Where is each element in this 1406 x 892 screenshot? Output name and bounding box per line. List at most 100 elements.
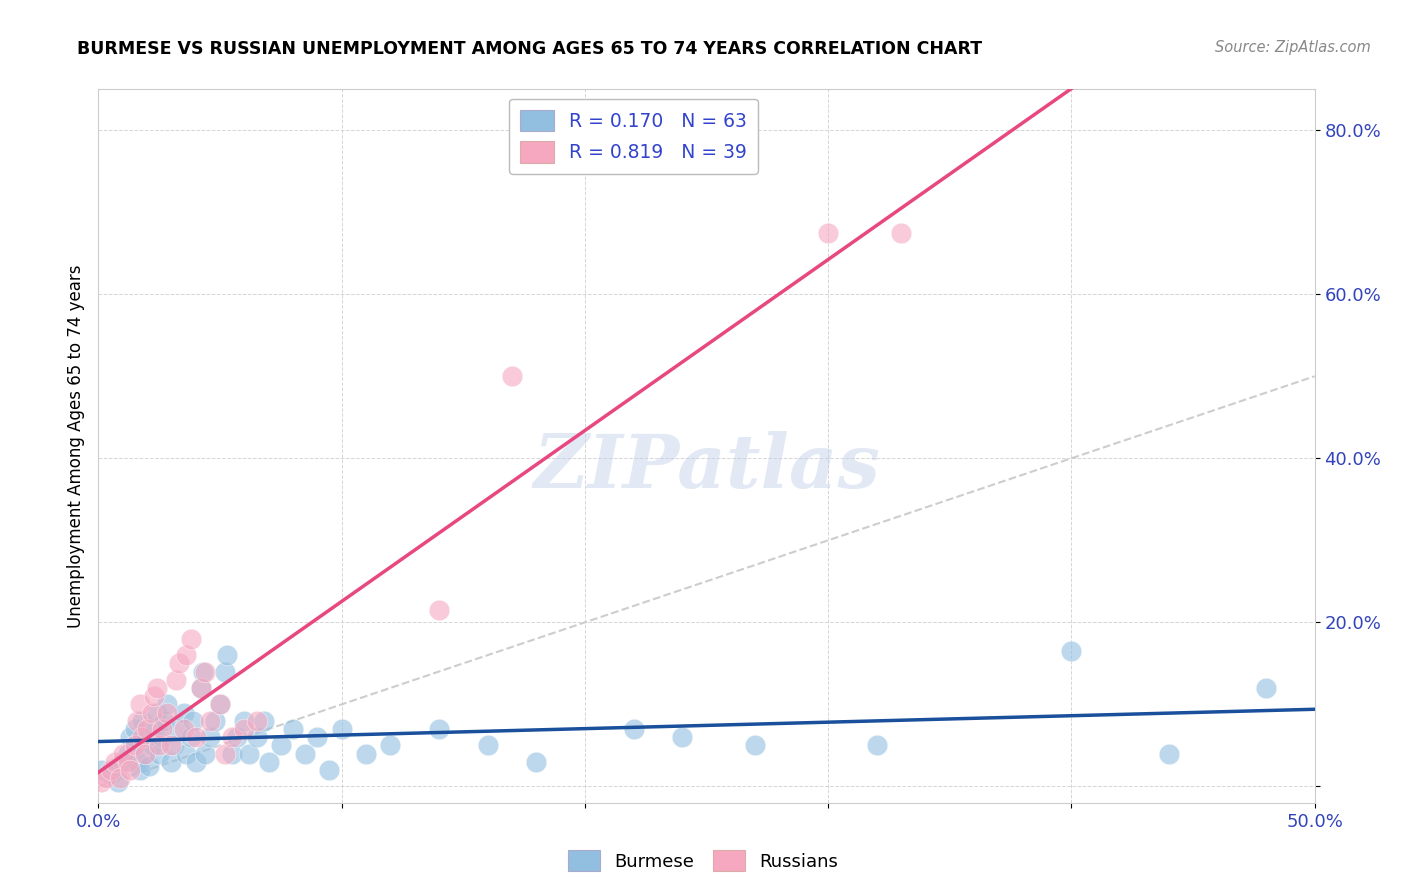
Point <box>90 775 112 789</box>
Point <box>160 755 183 769</box>
Point <box>127 714 149 728</box>
Point <box>134 747 156 761</box>
Point <box>110 771 132 785</box>
Point <box>127 755 149 769</box>
Point <box>160 739 183 753</box>
Point <box>173 706 195 720</box>
Point <box>214 665 236 679</box>
Point <box>214 747 236 761</box>
Point <box>100 763 122 777</box>
Point <box>128 698 150 712</box>
Point <box>150 730 173 744</box>
Point <box>238 747 260 761</box>
Point <box>148 747 170 761</box>
Point <box>524 755 547 769</box>
Point <box>233 722 256 736</box>
Legend: Burmese, Russians: Burmese, Russians <box>561 843 845 879</box>
Point <box>131 714 153 728</box>
Point <box>253 714 276 728</box>
Point <box>118 763 141 777</box>
Point <box>318 763 340 777</box>
Text: BURMESE VS RUSSIAN UNEMPLOYMENT AMONG AGES 65 TO 74 YEARS CORRELATION CHART: BURMESE VS RUSSIAN UNEMPLOYMENT AMONG AG… <box>77 40 983 58</box>
Point <box>134 747 156 761</box>
Point <box>194 665 217 679</box>
Text: ZIPatlas: ZIPatlas <box>533 431 880 504</box>
Point <box>221 730 243 744</box>
Point <box>233 714 256 728</box>
Point <box>184 730 207 744</box>
Point <box>245 714 267 728</box>
Point <box>131 730 153 744</box>
Point <box>107 759 129 773</box>
Point <box>117 755 139 769</box>
Point <box>148 739 170 753</box>
Point <box>180 730 202 744</box>
Point <box>190 681 212 695</box>
Y-axis label: Unemployment Among Ages 65 to 74 years: Unemployment Among Ages 65 to 74 years <box>66 264 84 628</box>
Point <box>477 739 499 753</box>
Point <box>191 665 214 679</box>
Point <box>623 722 645 736</box>
Point <box>128 763 150 777</box>
Point <box>100 767 122 781</box>
Point <box>124 722 146 736</box>
Point <box>270 739 292 753</box>
Legend: R = 0.170   N = 63, R = 0.819   N = 39: R = 0.170 N = 63, R = 0.819 N = 39 <box>509 99 758 174</box>
Point <box>1254 681 1277 695</box>
Point <box>890 226 912 240</box>
Point <box>744 739 766 753</box>
Point <box>136 730 159 744</box>
Point <box>194 747 217 761</box>
Point <box>165 673 187 687</box>
Point <box>307 730 329 744</box>
Point <box>136 722 159 736</box>
Point <box>146 706 169 720</box>
Point <box>217 648 239 662</box>
Point <box>200 714 222 728</box>
Point <box>204 714 226 728</box>
Point <box>107 775 129 789</box>
Point <box>153 714 176 728</box>
Point <box>354 747 377 761</box>
Point <box>294 747 316 761</box>
Point <box>226 730 249 744</box>
Point <box>184 755 207 769</box>
Point <box>245 730 267 744</box>
Point <box>163 739 186 753</box>
Point <box>173 722 195 736</box>
Point <box>174 747 197 761</box>
Point <box>866 739 889 753</box>
Point <box>209 698 232 712</box>
Point <box>167 722 190 736</box>
Point <box>146 681 169 695</box>
Point <box>117 747 139 761</box>
Point <box>817 226 839 240</box>
Point <box>427 603 450 617</box>
Point <box>124 739 146 753</box>
Point <box>174 648 197 662</box>
Point <box>209 698 232 712</box>
Point <box>190 681 212 695</box>
Point <box>150 722 173 736</box>
Point <box>118 730 141 744</box>
Point <box>181 714 204 728</box>
Point <box>104 755 127 769</box>
Point <box>124 739 146 753</box>
Point <box>155 698 177 712</box>
Point <box>167 657 190 671</box>
Point <box>155 706 177 720</box>
Point <box>111 755 134 769</box>
Point <box>501 369 523 384</box>
Point <box>143 722 166 736</box>
Point <box>330 722 353 736</box>
Point <box>90 763 112 777</box>
Text: Source: ZipAtlas.com: Source: ZipAtlas.com <box>1215 40 1371 55</box>
Point <box>180 632 202 646</box>
Point <box>1060 644 1083 658</box>
Point <box>138 759 160 773</box>
Point <box>200 730 222 744</box>
Point <box>380 739 402 753</box>
Point <box>671 730 693 744</box>
Point <box>94 771 117 785</box>
Point <box>1157 747 1180 761</box>
